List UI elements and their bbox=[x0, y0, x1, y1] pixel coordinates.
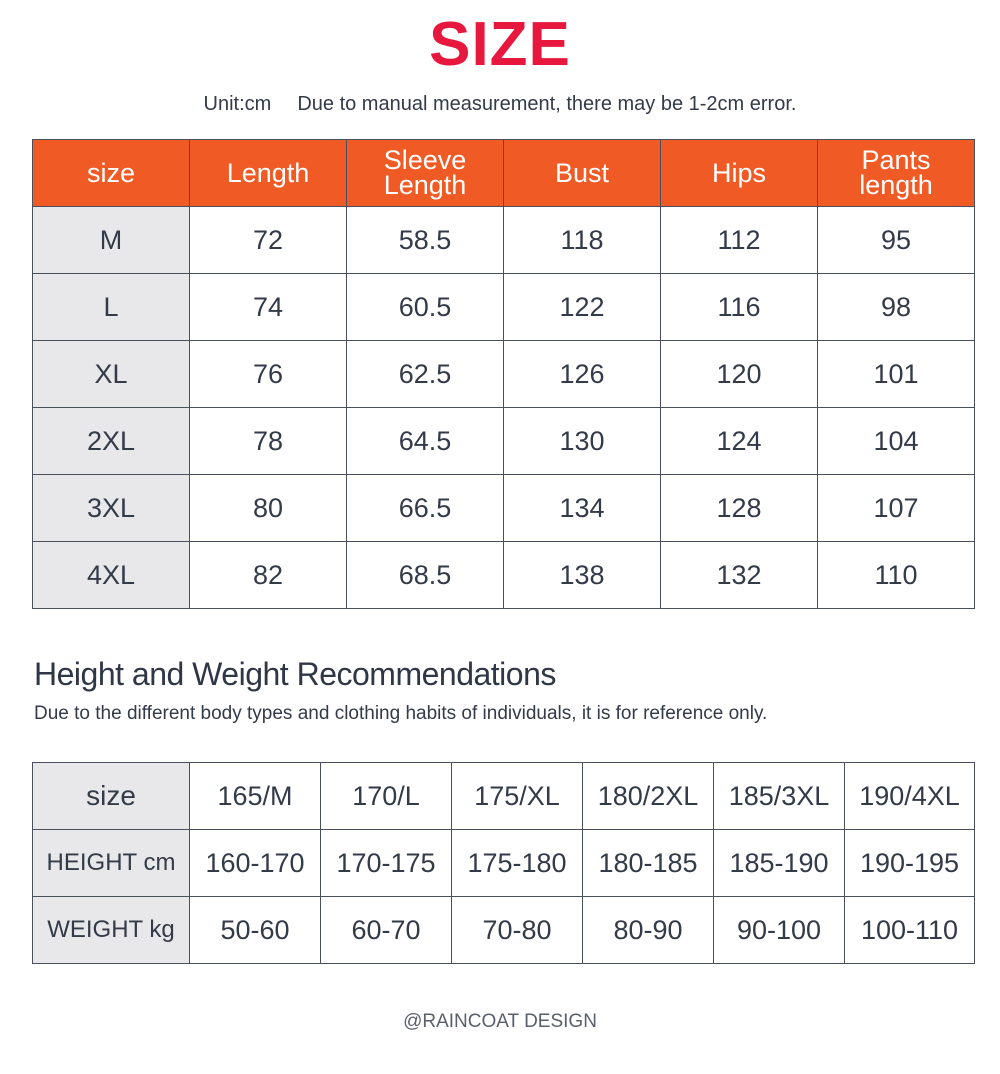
header-hips: Hips bbox=[660, 139, 818, 207]
table-row: 3XL 80 66.5 134 128 107 bbox=[32, 474, 975, 542]
size-chart-table: size Length Sleeve Length Bust Hips Pant… bbox=[32, 139, 975, 609]
table-row: 2XL 78 64.5 130 124 104 bbox=[32, 407, 975, 475]
table-row: 4XL 82 68.5 138 132 110 bbox=[32, 541, 975, 609]
table-cell: 90-100 bbox=[713, 896, 845, 964]
header-sleeve-length: Sleeve Length bbox=[346, 139, 504, 207]
header-pants-length: Pants length bbox=[817, 139, 975, 207]
table-cell: 101 bbox=[817, 340, 975, 408]
table-cell: 165/M bbox=[189, 762, 321, 830]
measurement-note: Unit:cm Due to manual measurement, there … bbox=[0, 92, 1000, 116]
header-length: Length bbox=[189, 139, 347, 207]
row-label: size bbox=[32, 762, 190, 830]
size-label: M bbox=[32, 206, 190, 274]
table-cell: 82 bbox=[189, 541, 347, 609]
table-cell: 70-80 bbox=[451, 896, 583, 964]
height-weight-table: size 165/M 170/L 175/XL 180/2XL 185/3XL … bbox=[32, 762, 975, 964]
table-cell: 190-195 bbox=[844, 829, 975, 897]
table-cell: 138 bbox=[503, 541, 661, 609]
table-cell: 128 bbox=[660, 474, 818, 542]
table-cell: 107 bbox=[817, 474, 975, 542]
table-cell: 66.5 bbox=[346, 474, 504, 542]
table-cell: 72 bbox=[189, 206, 347, 274]
table-cell: 78 bbox=[189, 407, 347, 475]
table-row: HEIGHT cm 160-170 170-175 175-180 180-18… bbox=[32, 829, 975, 897]
error-note: Due to manual measurement, there may be … bbox=[297, 93, 797, 115]
table-row: WEIGHT kg 50-60 60-70 70-80 80-90 90-100… bbox=[32, 896, 975, 964]
recommendations-note: Due to the different body types and clot… bbox=[34, 703, 768, 724]
table-cell: 112 bbox=[660, 206, 818, 274]
size-label: 4XL bbox=[32, 541, 190, 609]
size-label: XL bbox=[32, 340, 190, 408]
table-cell: 170/L bbox=[320, 762, 452, 830]
table-cell: 130 bbox=[503, 407, 661, 475]
table-cell: 98 bbox=[817, 273, 975, 341]
table-row: M 72 58.5 118 112 95 bbox=[32, 206, 975, 274]
size-label: 2XL bbox=[32, 407, 190, 475]
table-cell: 175-180 bbox=[451, 829, 583, 897]
table-cell: 170-175 bbox=[320, 829, 452, 897]
table-cell: 160-170 bbox=[189, 829, 321, 897]
table-row: L 74 60.5 122 116 98 bbox=[32, 273, 975, 341]
table-cell: 76 bbox=[189, 340, 347, 408]
table-cell: 60.5 bbox=[346, 273, 504, 341]
table-cell: 100-110 bbox=[844, 896, 975, 964]
table-cell: 116 bbox=[660, 273, 818, 341]
table-cell: 68.5 bbox=[346, 541, 504, 609]
brand-footer: @RAINCOAT DESIGN bbox=[403, 1011, 597, 1032]
table-cell: 180-185 bbox=[582, 829, 714, 897]
table-cell: 122 bbox=[503, 273, 661, 341]
table-cell: 185-190 bbox=[713, 829, 845, 897]
table-cell: 50-60 bbox=[189, 896, 321, 964]
row-label: WEIGHT kg bbox=[32, 896, 190, 964]
unit-label: Unit:cm bbox=[203, 93, 272, 115]
size-label: 3XL bbox=[32, 474, 190, 542]
table-cell: 120 bbox=[660, 340, 818, 408]
page-title: SIZE bbox=[429, 10, 571, 79]
table-cell: 60-70 bbox=[320, 896, 452, 964]
header-size: size bbox=[32, 139, 190, 207]
table-cell: 185/3XL bbox=[713, 762, 845, 830]
table-cell: 124 bbox=[660, 407, 818, 475]
table-cell: 134 bbox=[503, 474, 661, 542]
table-row: XL 76 62.5 126 120 101 bbox=[32, 340, 975, 408]
table-cell: 175/XL bbox=[451, 762, 583, 830]
table-cell: 110 bbox=[817, 541, 975, 609]
table-cell: 180/2XL bbox=[582, 762, 714, 830]
table-cell: 80-90 bbox=[582, 896, 714, 964]
table-cell: 74 bbox=[189, 273, 347, 341]
table-cell: 104 bbox=[817, 407, 975, 475]
table-cell: 62.5 bbox=[346, 340, 504, 408]
header-bust: Bust bbox=[503, 139, 661, 207]
table-cell: 95 bbox=[817, 206, 975, 274]
table-cell: 118 bbox=[503, 206, 661, 274]
row-label: HEIGHT cm bbox=[32, 829, 190, 897]
table-row: size 165/M 170/L 175/XL 180/2XL 185/3XL … bbox=[32, 762, 975, 830]
table-cell: 190/4XL bbox=[844, 762, 975, 830]
size-label: L bbox=[32, 273, 190, 341]
table-cell: 126 bbox=[503, 340, 661, 408]
table-cell: 64.5 bbox=[346, 407, 504, 475]
table-cell: 132 bbox=[660, 541, 818, 609]
size-chart-header-row: size Length Sleeve Length Bust Hips Pant… bbox=[32, 139, 975, 207]
table-cell: 80 bbox=[189, 474, 347, 542]
recommendations-heading: Height and Weight Recommendations bbox=[34, 656, 556, 692]
table-cell: 58.5 bbox=[346, 206, 504, 274]
